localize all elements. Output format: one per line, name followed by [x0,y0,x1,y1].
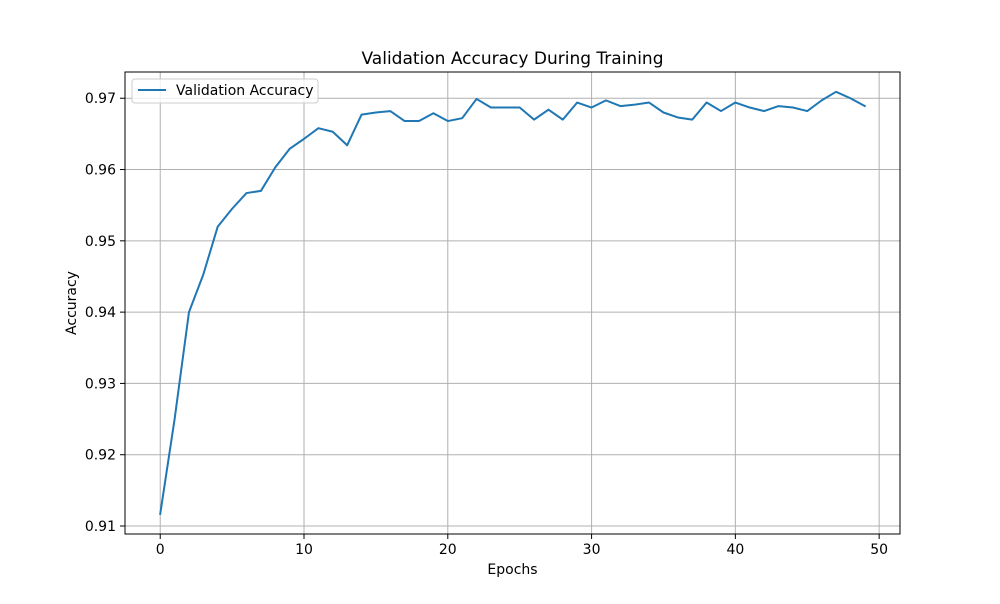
x-tick-label: 0 [156,542,165,558]
x-tick-label: 30 [583,542,601,558]
y-tick-label: 0.97 [85,91,116,107]
x-tick-label: 10 [295,542,313,558]
y-tick-label: 0.96 [85,163,116,179]
x-tick-label: 50 [870,542,888,558]
x-tick-label: 40 [726,542,744,558]
chart-title: Validation Accuracy During Training [362,49,664,69]
y-axis-label: Accuracy [64,271,80,335]
y-tick-label: 0.93 [85,376,116,392]
y-tick-label: 0.92 [85,448,116,464]
legend-label: Validation Accuracy [176,83,314,99]
x-axis-label: Epochs [487,562,537,578]
x-tick-label: 20 [439,542,457,558]
y-tick-label: 0.91 [85,519,116,535]
y-tick-label: 0.94 [85,305,116,321]
legend: Validation Accuracy [132,79,318,103]
y-tick-label: 0.95 [85,234,116,250]
